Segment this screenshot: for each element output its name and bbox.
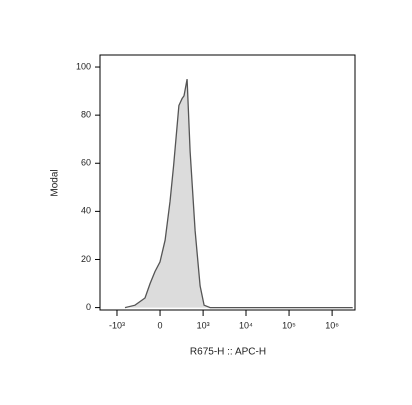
x-tick-label: 10⁵ <box>282 320 296 330</box>
x-tick-label: 0 <box>158 320 163 330</box>
y-tick-label: 40 <box>81 206 91 216</box>
x-tick-label: 10³ <box>197 320 210 330</box>
x-tick-label: 10⁶ <box>325 320 339 330</box>
x-tick-label: 10⁴ <box>239 320 253 330</box>
y-tick-label: 0 <box>86 302 91 312</box>
x-tick-label: -10³ <box>109 320 125 330</box>
x-axis-label: R675-H :: APC-H <box>190 347 266 358</box>
plot-frame <box>99 54 356 311</box>
y-tick-label: 100 <box>76 61 91 71</box>
histogram-line <box>124 78 353 309</box>
y-tick-label: 60 <box>81 158 91 168</box>
y-tick-label: 20 <box>81 254 91 264</box>
y-tick-label: 80 <box>81 110 91 120</box>
histogram-area <box>124 79 353 308</box>
y-axis-label: Modal <box>50 169 61 196</box>
